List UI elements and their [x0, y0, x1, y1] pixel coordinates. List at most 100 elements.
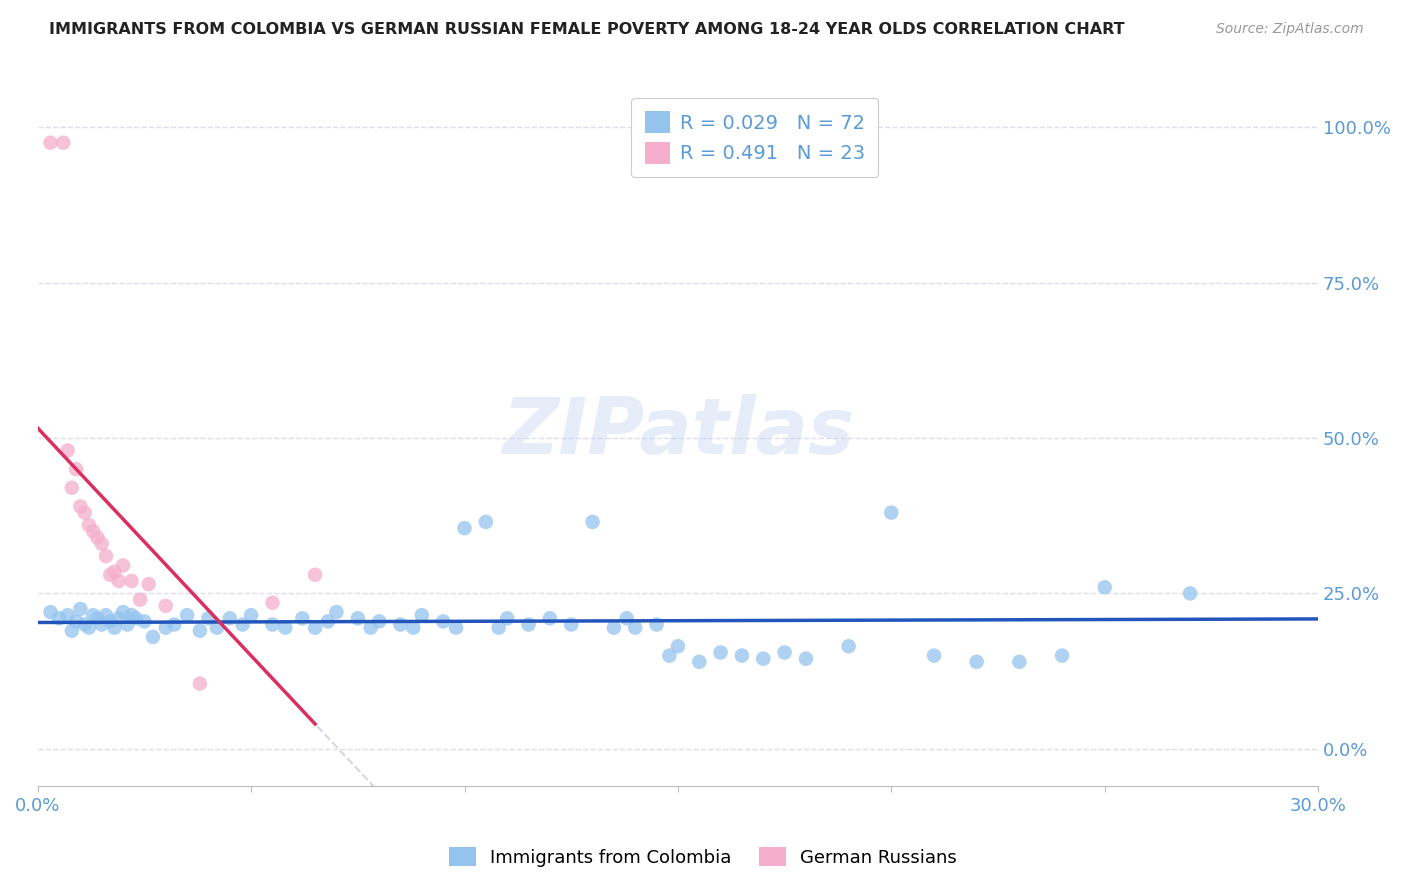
Point [86, 531, 108, 545]
Point [232, 617, 254, 632]
Point [125, 611, 148, 625]
Point [39, 605, 62, 619]
Point [488, 621, 510, 635]
Point [69, 602, 91, 616]
Point [197, 611, 219, 625]
Point [94, 549, 117, 563]
Point [138, 577, 160, 591]
Point [444, 621, 467, 635]
Point [129, 592, 152, 607]
Point [107, 574, 129, 588]
Point [134, 615, 156, 629]
Point [291, 611, 314, 625]
Point [39, 136, 62, 150]
Point [155, 599, 177, 613]
Point [616, 611, 638, 625]
Text: Source: ZipAtlas.com: Source: ZipAtlas.com [1216, 22, 1364, 37]
Point [645, 617, 668, 632]
Point [666, 640, 689, 654]
Point [688, 655, 710, 669]
Point [1008, 655, 1031, 669]
Point [82, 608, 104, 623]
Point [65, 462, 87, 476]
Point [112, 605, 135, 619]
Point [581, 515, 603, 529]
Point [77, 621, 100, 635]
Text: IMMIGRANTS FROM COLOMBIA VS GERMAN RUSSIAN FEMALE POVERTY AMONG 18-24 YEAR OLDS : IMMIGRANTS FROM COLOMBIA VS GERMAN RUSSI… [49, 22, 1125, 37]
Point [304, 567, 326, 582]
Point [411, 608, 433, 623]
Point [475, 515, 498, 529]
Point [1178, 586, 1201, 600]
Point [240, 608, 263, 623]
Point [56, 608, 79, 623]
Point [69, 500, 91, 514]
Point [90, 537, 112, 551]
Point [188, 624, 211, 638]
Point [316, 615, 339, 629]
Point [103, 621, 125, 635]
Point [710, 645, 733, 659]
Point [60, 624, 83, 638]
Point [117, 617, 139, 632]
Point [56, 443, 79, 458]
Point [1050, 648, 1073, 663]
Point [176, 608, 198, 623]
Point [794, 651, 817, 665]
Point [98, 615, 121, 629]
Point [121, 574, 143, 588]
Point [73, 617, 96, 632]
Point [603, 621, 626, 635]
Point [90, 617, 112, 632]
Point [86, 611, 108, 625]
Point [346, 611, 368, 625]
Point [304, 621, 326, 635]
Point [432, 615, 454, 629]
Point [112, 558, 135, 573]
Point [142, 630, 165, 644]
Point [658, 648, 681, 663]
Point [262, 596, 284, 610]
Point [538, 611, 561, 625]
Point [121, 608, 143, 623]
Point [188, 676, 211, 690]
Point [496, 611, 519, 625]
Point [103, 565, 125, 579]
Point [966, 655, 988, 669]
Point [163, 617, 186, 632]
Point [73, 506, 96, 520]
Point [624, 621, 647, 635]
Point [48, 611, 70, 625]
Point [82, 524, 104, 539]
Point [262, 617, 284, 632]
Point [360, 621, 382, 635]
Point [560, 617, 582, 632]
Point [94, 608, 117, 623]
Point [752, 651, 775, 665]
Point [77, 518, 100, 533]
Point [1094, 580, 1116, 594]
Point [880, 506, 903, 520]
Point [218, 611, 240, 625]
Point [325, 605, 347, 619]
Point [731, 648, 754, 663]
Point [402, 621, 425, 635]
Point [155, 621, 177, 635]
Point [65, 615, 87, 629]
Point [205, 621, 228, 635]
Point [368, 615, 391, 629]
Legend: R = 0.029   N = 72, R = 0.491   N = 23: R = 0.029 N = 72, R = 0.491 N = 23 [631, 98, 879, 178]
Point [773, 645, 796, 659]
Point [107, 611, 129, 625]
Point [274, 621, 297, 635]
Point [389, 617, 412, 632]
Point [60, 481, 83, 495]
Point [838, 640, 860, 654]
Point [922, 648, 945, 663]
Point [453, 521, 475, 535]
Text: ZIPatlas: ZIPatlas [502, 393, 853, 470]
Legend: Immigrants from Colombia, German Russians: Immigrants from Colombia, German Russian… [441, 840, 965, 874]
Point [98, 567, 121, 582]
Point [517, 617, 540, 632]
Point [52, 136, 75, 150]
